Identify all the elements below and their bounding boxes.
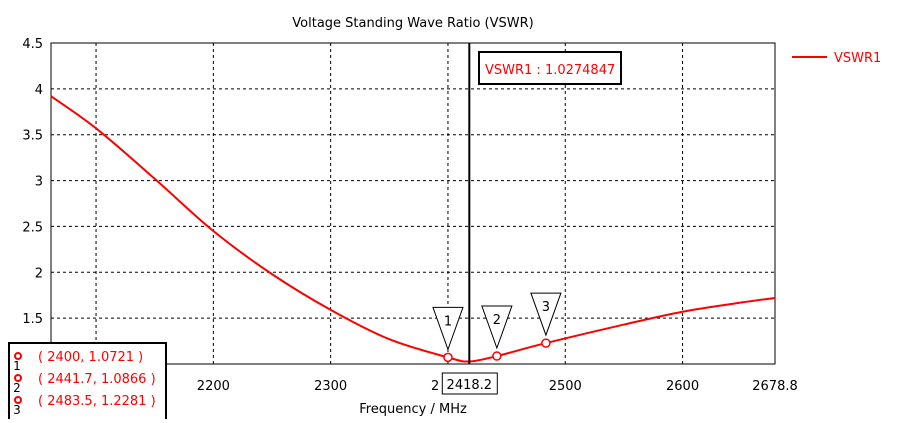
marker-flag-label: 2 [493, 313, 501, 328]
x-tick-label: 2500 [549, 379, 582, 394]
marker-flag[interactable] [481, 305, 513, 350]
y-tick-label: 2.5 [22, 220, 43, 235]
marker-point[interactable] [541, 338, 551, 348]
legend: VSWR1 [792, 51, 881, 66]
x-axis-label: Frequency / MHz [359, 402, 467, 417]
marker-table-value: ( 2483.5, 1.2281 ) [38, 394, 156, 409]
marker-point[interactable] [443, 352, 453, 363]
marker-flag[interactable] [530, 292, 562, 337]
cursor-x-label-box [441, 372, 498, 395]
series-line-vswr1 [50, 95, 776, 363]
marker-point[interactable] [492, 351, 502, 361]
x-tick-label: 2200 [197, 379, 230, 394]
y-tick-label: 3 [35, 175, 43, 190]
x-tick-label: 2678.8 [752, 379, 798, 394]
chart-title: Voltage Standing Wave Ratio (VSWR) [292, 16, 533, 31]
marker-icon [14, 352, 22, 360]
y-tick-label: 4.5 [22, 37, 43, 52]
marker-table-id: 3 [13, 403, 21, 417]
cursor-readout-box [478, 51, 622, 85]
y-tick-label: 2 [35, 266, 43, 281]
plot-area [50, 42, 776, 365]
x-tick-label: 2 [431, 379, 439, 394]
marker-table-id: 2 [13, 381, 21, 395]
marker-table-box [8, 342, 167, 423]
marker-table-id: 1 [13, 359, 21, 373]
legend-label: VSWR1 [834, 51, 881, 66]
marker-icon [14, 374, 22, 382]
y-tick-label: 3.5 [22, 129, 43, 144]
marker-flag-label: 1 [444, 314, 452, 329]
x-tick-label: 2600 [666, 379, 699, 394]
x-tick-label: 2300 [314, 379, 347, 394]
y-tick-label: 4 [35, 83, 43, 98]
cursor-readout: VSWR1 : 1.0274847 [485, 63, 615, 78]
marker-table-value: ( 2400, 1.0721 ) [38, 350, 143, 365]
marker-table: 1 ( 2400, 1.0721 ) 2 ( 2441.7, 1.0866 ) 3 ( 2… [8, 342, 167, 423]
marker-table-value: ( 2441.7, 1.0866 ) [38, 372, 156, 387]
marker-flag[interactable] [432, 306, 464, 351]
marker-icon [14, 396, 22, 404]
marker-flag-label: 3 [542, 300, 550, 315]
y-tick-label: 1.5 [22, 312, 43, 327]
cursor-x-label: 2418.2 [447, 378, 493, 393]
